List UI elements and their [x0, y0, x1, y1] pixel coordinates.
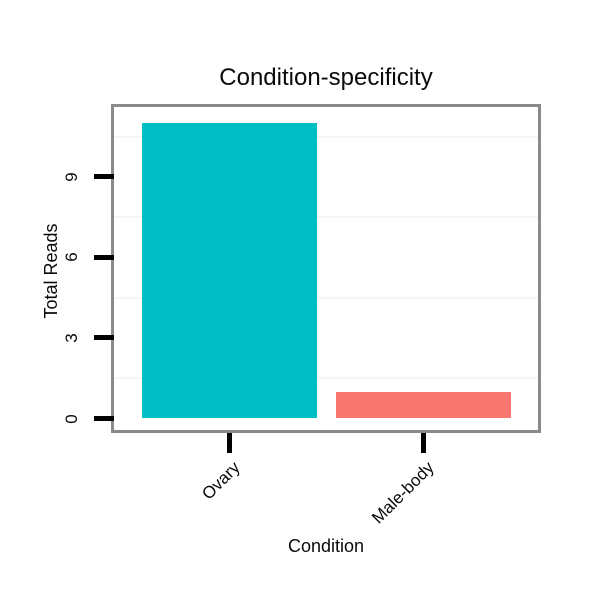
x-tick-mark [420, 433, 426, 453]
minor-gridline [114, 216, 538, 219]
plot-panel [111, 104, 541, 433]
minor-gridline [114, 135, 538, 138]
x-tick-mark [226, 433, 232, 453]
y-tick-label: 0 [62, 413, 81, 424]
y-tick-label: 3 [62, 333, 81, 343]
bar-ovary [141, 123, 317, 419]
chart-title: Condition-specificity [219, 64, 433, 91]
y-tick-mark [94, 254, 114, 260]
y-tick-mark [94, 335, 114, 341]
y-tick-label: 6 [62, 252, 81, 263]
minor-gridline [114, 377, 538, 380]
minor-gridline [114, 296, 538, 299]
y-tick-label: 9 [62, 172, 81, 182]
x-tick-label: Male-body [367, 457, 438, 528]
bar-male-body [335, 391, 511, 419]
x-tick-label: Ovary [197, 457, 244, 504]
y-tick-mark [94, 174, 114, 180]
y-tick-mark [94, 416, 114, 421]
x-axis-title: Condition [287, 536, 365, 556]
y-axis-title: Total Reads [41, 223, 61, 319]
